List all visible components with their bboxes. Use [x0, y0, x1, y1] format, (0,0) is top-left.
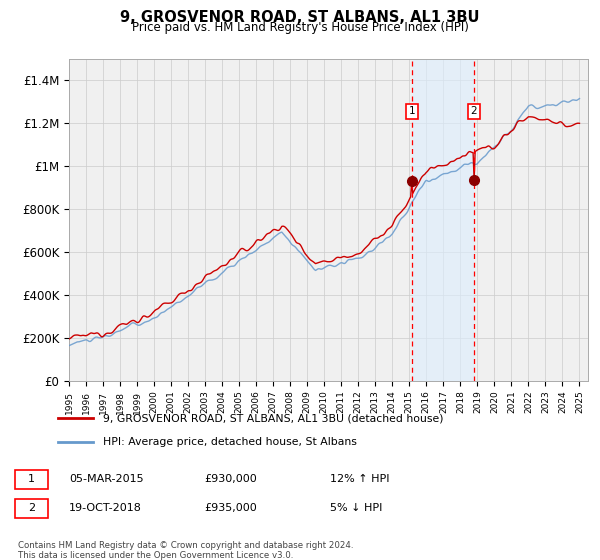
- Text: 12% ↑ HPI: 12% ↑ HPI: [330, 474, 389, 484]
- FancyBboxPatch shape: [15, 499, 48, 517]
- Text: 9, GROSVENOR ROAD, ST ALBANS, AL1 3BU (detached house): 9, GROSVENOR ROAD, ST ALBANS, AL1 3BU (d…: [103, 413, 444, 423]
- Text: 5% ↓ HPI: 5% ↓ HPI: [330, 503, 382, 513]
- Text: 1: 1: [409, 106, 416, 116]
- Text: 05-MAR-2015: 05-MAR-2015: [69, 474, 143, 484]
- FancyBboxPatch shape: [15, 470, 48, 488]
- Text: £930,000: £930,000: [204, 474, 257, 484]
- Text: 9, GROSVENOR ROAD, ST ALBANS, AL1 3BU: 9, GROSVENOR ROAD, ST ALBANS, AL1 3BU: [120, 10, 480, 25]
- Text: Contains HM Land Registry data © Crown copyright and database right 2024.: Contains HM Land Registry data © Crown c…: [18, 541, 353, 550]
- Text: Price paid vs. HM Land Registry's House Price Index (HPI): Price paid vs. HM Land Registry's House …: [131, 21, 469, 34]
- Text: 19-OCT-2018: 19-OCT-2018: [69, 503, 142, 513]
- Text: HPI: Average price, detached house, St Albans: HPI: Average price, detached house, St A…: [103, 436, 358, 446]
- Text: 1: 1: [28, 474, 35, 484]
- Text: 2: 2: [28, 503, 35, 513]
- Text: 2: 2: [470, 106, 478, 116]
- Text: This data is licensed under the Open Government Licence v3.0.: This data is licensed under the Open Gov…: [18, 552, 293, 560]
- Text: £935,000: £935,000: [204, 503, 257, 513]
